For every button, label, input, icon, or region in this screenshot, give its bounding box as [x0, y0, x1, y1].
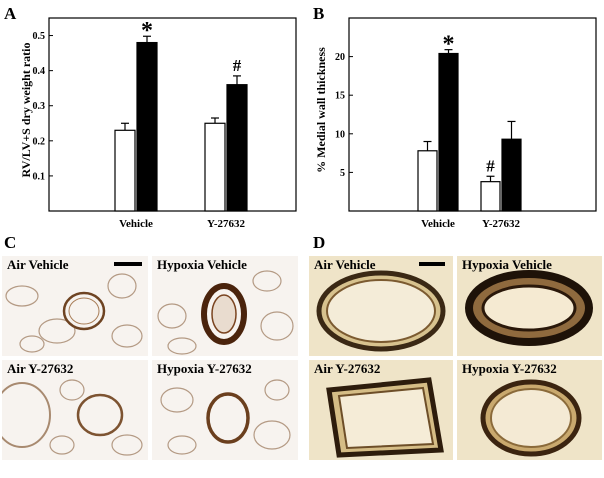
micrograph-c-hypoxia-vehicle: Hypoxia Vehicle [152, 256, 298, 356]
y-tick-label: 0.1 [33, 171, 46, 182]
panel-letter-c: C [4, 233, 17, 252]
micrograph-label: Air Vehicle [7, 257, 69, 272]
significance-mark: # [486, 156, 495, 175]
tissue-texture [160, 379, 291, 455]
x-tick-label: Y-27632 [207, 218, 246, 230]
tissue-texture [316, 270, 446, 352]
y-tick-label: 0.2 [33, 136, 46, 147]
micrograph-label: Air Y-27632 [7, 361, 74, 376]
micrograph-label: Hypoxia Y-27632 [462, 361, 557, 376]
tissue-texture [5, 273, 143, 353]
y-tick-label: 5 [340, 168, 345, 179]
chart-a-rv-ratio: RV/LV+S dry weight ratio 0.1 0.2 0.3 0.4 0.5… [19, 17, 297, 230]
micrograph-d-air-y27632: Air Y-27632 [309, 360, 453, 460]
bar-vehicle-hypoxia [136, 41, 158, 212]
tissue-texture [326, 377, 444, 458]
y-tick-label: 0.4 [33, 66, 46, 77]
micrograph-label: Hypoxia Vehicle [462, 257, 552, 272]
bar-y-27632-air [204, 122, 226, 212]
plot-frame [348, 17, 597, 212]
panel-letter-d: D [313, 233, 326, 252]
significance-mark: * [141, 18, 153, 44]
significance-mark: * [443, 32, 455, 58]
tissue-texture [480, 379, 582, 457]
panel-letter-a: A [4, 4, 17, 23]
micrograph-d-air-vehicle: Air Vehicle [309, 256, 453, 356]
micrograph-label: Air Vehicle [314, 257, 376, 272]
tissue-texture [157, 270, 294, 355]
tissue-texture [2, 379, 143, 456]
chart-a-ylabel: RV/LV+S dry weight ratio [19, 43, 33, 178]
micrograph-c-air-y27632: Air Y-27632 [2, 360, 148, 460]
bar-vehicle-hypoxia [438, 52, 459, 212]
plot-frame [48, 17, 297, 212]
micrograph-c-air-vehicle: Air Vehicle [2, 256, 148, 356]
micrograph-label: Hypoxia Y-27632 [157, 361, 252, 376]
bar-vehicle-air [114, 129, 136, 212]
tissue-texture [465, 270, 593, 346]
bar-y-27632-air [480, 181, 501, 212]
x-tick-label: Vehicle [119, 218, 153, 230]
micrograph-d-hypoxia-vehicle: Hypoxia Vehicle [457, 256, 602, 356]
x-tick-label: Y-27632 [482, 218, 521, 230]
chart-b-medial-wall: % Medial wall thickness 5 10 15 20 Vehicle Y-… [314, 17, 597, 230]
panel-letter-b: B [313, 4, 325, 23]
bar-vehicle-air [417, 150, 438, 212]
scale-bar [114, 262, 142, 266]
x-tick-label: Vehicle [421, 218, 455, 230]
chart-b-ylabel: % Medial wall thickness [314, 47, 328, 173]
y-tick-label: 0.5 [33, 31, 46, 42]
bar-y-27632-hypoxia [226, 84, 248, 212]
scale-bar [419, 262, 445, 266]
bar-y-27632-hypoxia [501, 138, 522, 212]
y-tick-label: 0.3 [33, 101, 46, 112]
significance-mark: # [233, 56, 242, 75]
micrograph-label: Air Y-27632 [314, 361, 381, 376]
micrograph-label: Hypoxia Vehicle [157, 257, 247, 272]
micrograph-d-hypoxia-y27632: Hypoxia Y-27632 [457, 360, 602, 460]
y-tick-label: 15 [335, 91, 345, 102]
micrograph-c-hypoxia-y27632: Hypoxia Y-27632 [152, 360, 298, 460]
y-tick-label: 20 [335, 52, 345, 63]
y-tick-label: 10 [335, 129, 345, 140]
